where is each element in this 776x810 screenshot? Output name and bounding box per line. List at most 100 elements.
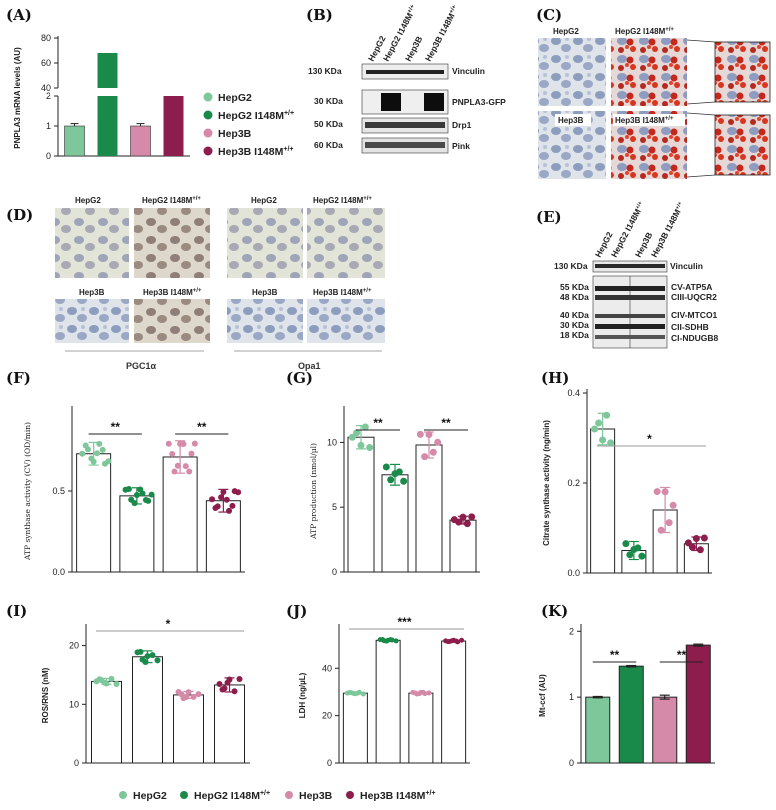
J-significance-label: *** [397, 615, 411, 629]
J-data-point [459, 637, 465, 643]
K-bar [652, 696, 678, 764]
I-data-point [96, 676, 103, 683]
band-pnpla3-hepg2-i148m [381, 93, 401, 111]
F-data-point [165, 440, 172, 447]
I-data-point [219, 686, 226, 693]
image-d-pgc-hepg2 [55, 208, 129, 278]
G-data-point [429, 448, 437, 456]
K-tick-label: 1 [569, 692, 574, 702]
panel-label-c: (C) [536, 6, 562, 24]
F-data-point [226, 507, 233, 514]
e-protein-sdhb: CII-SDHB [671, 322, 709, 332]
G-data-point [348, 433, 356, 441]
G-y-axis-label: ATP production (nmol/µl) [309, 443, 318, 540]
H-tick-label: 0.2 [567, 478, 580, 488]
G-tick-label: 0 [332, 567, 337, 577]
image-d-pgc-hepg2-i148m-label: HepG2 I148M+/+ [142, 196, 201, 205]
blot-b-lane-labels: HepG2 HepG2 I148M+/+ Hep3B Hep3B I148M+/… [366, 3, 461, 63]
H-data-point [638, 552, 646, 560]
H-tick-label: 0.0 [567, 568, 580, 578]
G-tick-label: 5 [332, 502, 337, 512]
image-d-opa-hepg2-label: HepG2 [251, 196, 277, 205]
image-c-hepg2-i148m-label: HepG2 I148M+/+ [615, 27, 674, 36]
group-label-opa1: Opa1 [298, 361, 321, 371]
e-band-atp5a [595, 286, 665, 291]
G-data-point [416, 430, 424, 438]
H-data-point [665, 519, 673, 527]
J-data-point [416, 691, 422, 697]
image-d-opa-hepg2-i148m-label: HepG2 I148M+/+ [313, 196, 372, 205]
H-data-point [669, 501, 677, 509]
J-tick-label: 40 [322, 663, 332, 673]
K-significance-label: ** [610, 648, 620, 662]
image-d-opa-hep3b-label: Hep3B [252, 288, 278, 297]
F-data-point [96, 440, 103, 447]
F-data-point [220, 488, 227, 495]
H-data-point [622, 540, 630, 548]
G-data-point [357, 441, 365, 449]
I-data-point [154, 657, 161, 664]
bottom-legend-hepg2: HepG2 [133, 790, 167, 802]
G-bar [347, 436, 375, 573]
G-tick-label: 10 [327, 437, 337, 447]
legend-label-hepg2-i148m: HepG2 I148M+/+ [218, 110, 294, 122]
G-bar [415, 444, 443, 573]
K-tick-label: 0 [569, 758, 574, 768]
G-data-point [434, 438, 442, 446]
F-data-point [186, 468, 193, 475]
I-data-point [113, 681, 120, 688]
J-bar [441, 640, 467, 764]
image-c-hepg2 [538, 38, 606, 106]
image-d-pgc-hep3b-label: Hep3B [79, 288, 105, 297]
lane-label-hep3b-i148m: Hep3B I148M+/+ [423, 3, 461, 63]
F-y-axis-label: ATP synthase activity (CV) (OD/min) [23, 422, 32, 561]
I-data-point [108, 675, 115, 682]
G-data-point [455, 518, 463, 526]
e-lane-label-hep3b-i148m: Hep3B I148M+/+ [649, 200, 686, 258]
panel-label-g: (G) [286, 369, 313, 387]
e-protein-atp5a: CV-ATP5A [671, 282, 712, 292]
J-data-point [347, 689, 353, 695]
G-data-point [400, 477, 408, 485]
a-bar [64, 125, 85, 157]
panel-label-i: (I) [6, 602, 27, 620]
H-data-point [591, 425, 599, 433]
I-tick-label: 0 [74, 758, 79, 768]
I-data-point [190, 693, 197, 700]
image-d-pgc-hep3b-i148m-label: Hep3B I148M+/+ [143, 288, 202, 297]
band-drp1 [365, 122, 445, 128]
H-bar [590, 428, 616, 574]
band-pnpla3-hep3b-i148m [424, 93, 444, 111]
F-data-point [88, 455, 95, 462]
a-tick-label: 1 [46, 121, 51, 131]
I-data-point [216, 681, 223, 688]
K-bar [585, 696, 611, 764]
a-axis-break [50, 89, 192, 95]
a-bar-lower [97, 96, 118, 156]
G-bar [381, 474, 409, 573]
F-data-point [125, 486, 132, 493]
bottom-legend-hep3b: Hep3B [299, 790, 333, 802]
bottom-legend-hep3b-i148m: Hep3B I148M+/+ [360, 790, 435, 802]
F-data-point [148, 491, 155, 498]
G-data-point [459, 513, 467, 521]
a-y-axis-label: PNPLA3 mRNA levels (AU) [13, 47, 22, 149]
F-data-point [79, 450, 86, 457]
F-data-point [105, 458, 112, 465]
panel-label-e: (E) [536, 208, 562, 226]
J-data-point [420, 689, 426, 695]
F-data-point [142, 497, 149, 504]
F-data-point [229, 502, 236, 509]
F-data-point [218, 494, 225, 501]
panel-label-a: (A) [6, 6, 32, 24]
H-data-point [700, 534, 708, 542]
e-kda-40: 40 KDa [560, 310, 589, 320]
J-bar [375, 639, 401, 764]
I-bar [91, 680, 122, 764]
F-tick-label: 0.0 [52, 567, 65, 577]
I-data-point [144, 653, 151, 660]
legend-dot-hepg2-i148m [203, 110, 213, 120]
band-pink [365, 142, 445, 148]
H-data-point [603, 411, 611, 419]
